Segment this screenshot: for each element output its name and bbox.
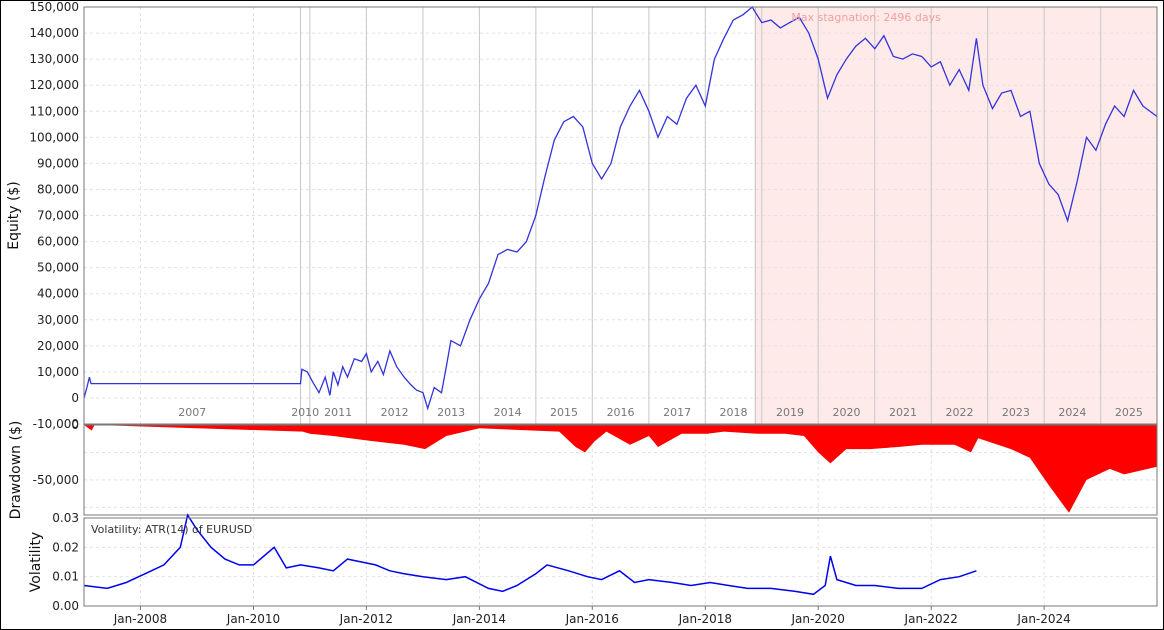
equity-panel: -10,000010,00020,00030,00040,00050,00060… (6, 0, 1158, 431)
volatility-panel: 0.00 0.01 0.02 0.03 Jan-2008 Jan-2010 Jan-201… (28, 511, 1158, 626)
y-tick-label: 0.02 (52, 540, 79, 554)
period-label: 2012 (381, 406, 409, 419)
equity-y-ticks: -10,000010,00020,00030,00040,00050,00060… (29, 0, 79, 431)
period-label: 2011 (324, 406, 352, 419)
period-label: 2021 (889, 406, 917, 419)
period-label: 2007 (178, 406, 206, 419)
drawdown-plot-border (83, 424, 1158, 516)
stagnation-annotation: Max stagnation: 2496 days (791, 11, 941, 24)
y-tick-label: -10,000 (33, 417, 79, 431)
equity-line (83, 6, 1158, 411)
period-label: 2017 (663, 406, 691, 419)
y-tick-label: 130,000 (29, 52, 79, 66)
date-x-ticks: Jan-2008 Jan-2010 Jan-2012 Jan-2014 Jan-2016… (113, 606, 1071, 626)
x-tick-label: Jan-2012 (339, 612, 393, 626)
x-tick-label: Jan-2024 (1016, 612, 1070, 626)
drawdown-axis-title: Drawdown ($) (8, 421, 24, 520)
x-tick-label: Jan-2016 (565, 612, 619, 626)
drawdown-area (84, 425, 1157, 513)
x-tick-label: Jan-2010 (226, 612, 280, 626)
period-labels: 2007 2010 2011 2012 2013 2014 2015 2016 2017 2018… (178, 406, 1143, 419)
y-tick-label: 110,000 (29, 104, 79, 118)
y-tick-label: 10,000 (37, 365, 79, 379)
y-tick-label: 0.00 (52, 599, 79, 613)
volatility-axis-title: Volatility (28, 532, 44, 592)
y-tick-label: 20,000 (37, 339, 79, 353)
period-label: 2024 (1058, 406, 1086, 419)
y-tick-label: 100,000 (29, 130, 79, 144)
period-separators (299, 7, 1102, 424)
period-label: 2014 (494, 406, 522, 419)
y-tick-label: 0 (71, 391, 79, 405)
y-tick-label: 150,000 (29, 0, 79, 14)
y-tick-label: 80,000 (37, 182, 79, 196)
drawdown-y-ticks: 0 -50,000 (33, 418, 79, 487)
x-tick-label: Jan-2022 (904, 612, 958, 626)
period-label: 2016 (607, 406, 635, 419)
volatility-line (83, 513, 977, 596)
volatility-y-ticks: 0.00 0.01 0.02 0.03 (52, 511, 79, 613)
y-tick-label: 30,000 (37, 313, 79, 327)
period-label: 2013 (437, 406, 465, 419)
x-tick-label: Jan-2008 (113, 612, 167, 626)
period-label: 2022 (945, 406, 973, 419)
x-tick-label: Jan-2014 (452, 612, 506, 626)
volatility-plot-border (83, 517, 1158, 607)
period-label: 2023 (1002, 406, 1030, 419)
x-tick-label: Jan-2020 (791, 612, 845, 626)
y-tick-label: 120,000 (29, 78, 79, 92)
drawdown-panel: 0 -50,000 Drawdown ($) (8, 418, 1158, 520)
period-label: 2015 (550, 406, 578, 419)
volatility-annotation: Volatility: ATR(14) of EURUSD (91, 523, 252, 536)
y-tick-label: 140,000 (29, 26, 79, 40)
y-tick-label: 0.01 (52, 570, 79, 584)
y-tick-label: 0 (71, 418, 79, 432)
period-label: 2019 (776, 406, 804, 419)
y-tick-label: 90,000 (37, 156, 79, 170)
period-label: 2010 (291, 406, 319, 419)
period-label: 2018 (720, 406, 748, 419)
y-tick-label: 60,000 (37, 235, 79, 249)
y-tick-label: -50,000 (33, 473, 79, 487)
period-label: 2025 (1115, 406, 1143, 419)
equity-plot-border (83, 6, 1158, 425)
y-tick-label: 0.03 (52, 511, 79, 525)
drawdown-gridlines (84, 425, 1157, 515)
period-label: 2020 (832, 406, 860, 419)
x-tick-label: Jan-2018 (678, 612, 732, 626)
y-tick-label: 50,000 (37, 261, 79, 275)
y-tick-label: 40,000 (37, 287, 79, 301)
y-tick-label: 70,000 (37, 209, 79, 223)
equity-axis-title: Equity ($) (6, 181, 22, 250)
